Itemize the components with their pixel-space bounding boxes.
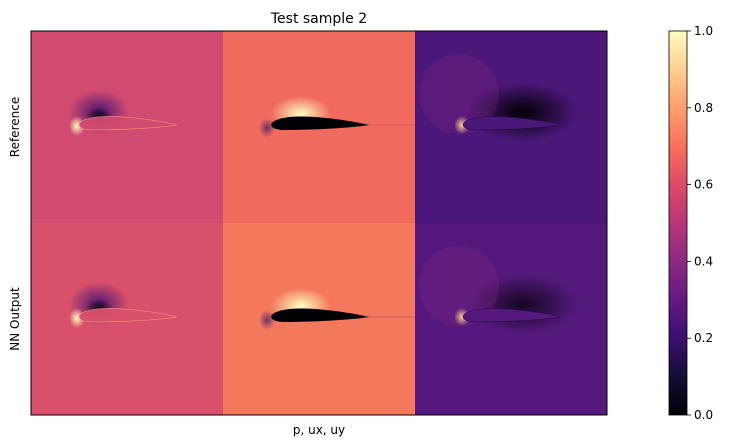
colorbar-tick-label: 0.6	[694, 178, 713, 192]
panel-reference-uy	[415, 31, 607, 223]
row-label-reference: Reference	[8, 97, 22, 157]
panel-nn-output-uy	[415, 223, 607, 415]
colorbar-tick-label: 0.4	[694, 254, 713, 268]
colorbar	[668, 30, 688, 416]
panel-reference-p	[31, 31, 223, 223]
colorbar-ticks: 0.0 0.2 0.4 0.6 0.8 1.0	[687, 24, 713, 422]
panel-nn-output-p	[31, 223, 223, 415]
row-label-nn-output: NN Output	[8, 287, 22, 351]
image-panels	[31, 31, 607, 415]
colorbar-tick-label: 0.2	[694, 331, 713, 345]
x-axis-label: p, ux, uy	[293, 423, 345, 437]
colorbar-tick-label: 0.8	[694, 101, 713, 115]
chart-title: Test sample 2	[270, 11, 367, 27]
colorbar-tick-label: 1.0	[694, 24, 713, 38]
panel-reference-ux	[223, 31, 415, 223]
axes-frame	[30, 30, 608, 416]
panel-nn-output-ux	[223, 223, 415, 415]
colorbar-tick-label: 0.0	[694, 408, 713, 422]
